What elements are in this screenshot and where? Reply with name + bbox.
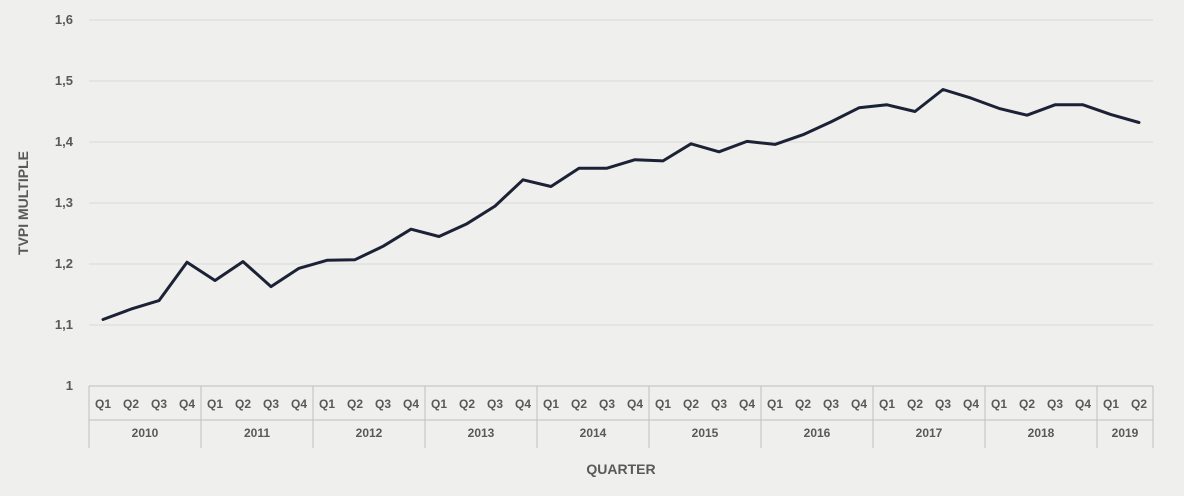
- x-axis-title: QUARTER: [586, 461, 655, 477]
- y-tick-label: 1,4: [55, 134, 74, 149]
- year-label: 2018: [1028, 426, 1055, 440]
- quarter-label: Q4: [627, 397, 643, 411]
- quarter-label: Q2: [907, 397, 923, 411]
- quarter-label: Q1: [207, 397, 223, 411]
- quarter-label: Q1: [431, 397, 447, 411]
- quarter-label: Q3: [1047, 397, 1063, 411]
- quarter-label: Q3: [711, 397, 727, 411]
- gridlines: [89, 19, 1153, 326]
- quarter-label: Q4: [515, 397, 531, 411]
- quarter-label: Q1: [95, 397, 111, 411]
- quarter-label: Q3: [375, 397, 391, 411]
- quarter-label: Q4: [963, 397, 979, 411]
- quarter-label: Q3: [599, 397, 615, 411]
- y-axis-title: TVPI MULTIPLE: [15, 151, 31, 255]
- y-tick-label: 1,2: [55, 256, 73, 271]
- quarter-label: Q4: [403, 397, 419, 411]
- year-label: 2012: [356, 426, 383, 440]
- y-tick-label: 1,1: [55, 317, 73, 332]
- quarter-label: Q4: [1075, 397, 1091, 411]
- quarter-label: Q4: [851, 397, 867, 411]
- quarter-label: Q1: [767, 397, 783, 411]
- year-label: 2013: [468, 426, 495, 440]
- quarter-label: Q3: [151, 397, 167, 411]
- quarter-label: Q3: [487, 397, 503, 411]
- quarter-label: Q1: [991, 397, 1007, 411]
- year-label: 2010: [132, 426, 159, 440]
- y-tick-label: 1,3: [55, 195, 73, 210]
- quarter-label: Q2: [123, 397, 139, 411]
- year-label: 2015: [692, 426, 719, 440]
- quarter-label: Q2: [1131, 397, 1147, 411]
- quarter-label: Q2: [347, 397, 363, 411]
- series-group: [101, 88, 1141, 321]
- quarter-label: Q2: [795, 397, 811, 411]
- quarter-label: Q1: [655, 397, 671, 411]
- quarter-label: Q1: [543, 397, 559, 411]
- quarter-label: Q2: [235, 397, 251, 411]
- quarter-label: Q3: [935, 397, 951, 411]
- quarter-label: Q1: [879, 397, 895, 411]
- y-tick-label: 1,5: [55, 73, 73, 88]
- year-label: 2017: [916, 426, 943, 440]
- year-label: 2014: [580, 426, 607, 440]
- quarter-label: Q2: [571, 397, 587, 411]
- quarter-label: Q3: [263, 397, 279, 411]
- series-line-tvpi: [101, 88, 1141, 321]
- year-label: 2019: [1112, 426, 1139, 440]
- y-axis-tick-labels: 1 1,1 1,2 1,3 1,4 1,5 1,6: [55, 12, 74, 393]
- quarter-label: Q2: [459, 397, 475, 411]
- quarter-label: Q4: [739, 397, 755, 411]
- quarter-label: Q1: [319, 397, 335, 411]
- y-tick-label: 1: [66, 378, 73, 393]
- quarter-label: Q4: [179, 397, 195, 411]
- quarter-label: Q4: [291, 397, 307, 411]
- y-tick-label: 1,6: [55, 12, 73, 27]
- quarter-label: Q2: [683, 397, 699, 411]
- year-label: 2016: [804, 426, 831, 440]
- quarter-label: Q1: [1103, 397, 1119, 411]
- quarter-label: Q3: [823, 397, 839, 411]
- year-label: 2011: [244, 426, 270, 440]
- quarter-label: Q2: [1019, 397, 1035, 411]
- x-axis: Q1 Q2 Q3 Q4 2010 Q1 Q2 Q3 Q4 2011 Q1 Q2 Q3 Q4 2012 Q1 Q2…: [88, 385, 1154, 448]
